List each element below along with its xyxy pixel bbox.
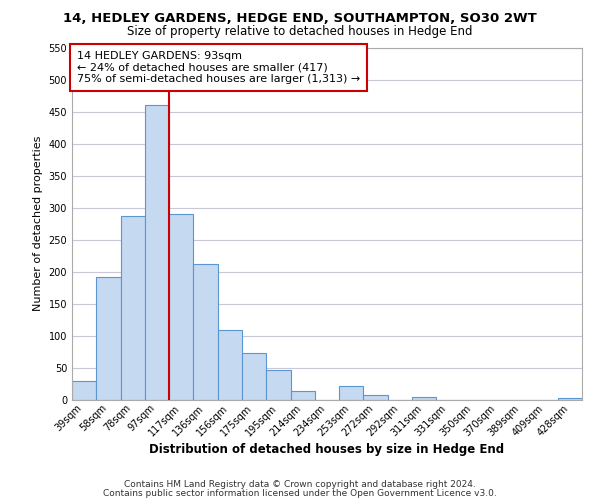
Text: Contains public sector information licensed under the Open Government Licence v3: Contains public sector information licen… [103, 488, 497, 498]
Bar [96, 277, 121, 400]
Bar [169, 214, 193, 400]
Bar [339, 386, 364, 400]
Bar [242, 352, 266, 400]
Bar [412, 397, 436, 400]
Bar [145, 105, 169, 400]
Bar [193, 264, 218, 400]
Text: 14, HEDLEY GARDENS, HEDGE END, SOUTHAMPTON, SO30 2WT: 14, HEDLEY GARDENS, HEDGE END, SOUTHAMPT… [63, 12, 537, 26]
Bar [121, 216, 145, 400]
Bar [266, 370, 290, 400]
Bar [558, 398, 582, 400]
Y-axis label: Number of detached properties: Number of detached properties [33, 136, 43, 312]
X-axis label: Distribution of detached houses by size in Hedge End: Distribution of detached houses by size … [149, 444, 505, 456]
Text: Size of property relative to detached houses in Hedge End: Size of property relative to detached ho… [127, 25, 473, 38]
Text: 14 HEDLEY GARDENS: 93sqm
← 24% of detached houses are smaller (417)
75% of semi-: 14 HEDLEY GARDENS: 93sqm ← 24% of detach… [77, 51, 361, 84]
Bar [72, 381, 96, 400]
Bar [290, 391, 315, 400]
Text: Contains HM Land Registry data © Crown copyright and database right 2024.: Contains HM Land Registry data © Crown c… [124, 480, 476, 489]
Bar [364, 395, 388, 400]
Bar [218, 330, 242, 400]
